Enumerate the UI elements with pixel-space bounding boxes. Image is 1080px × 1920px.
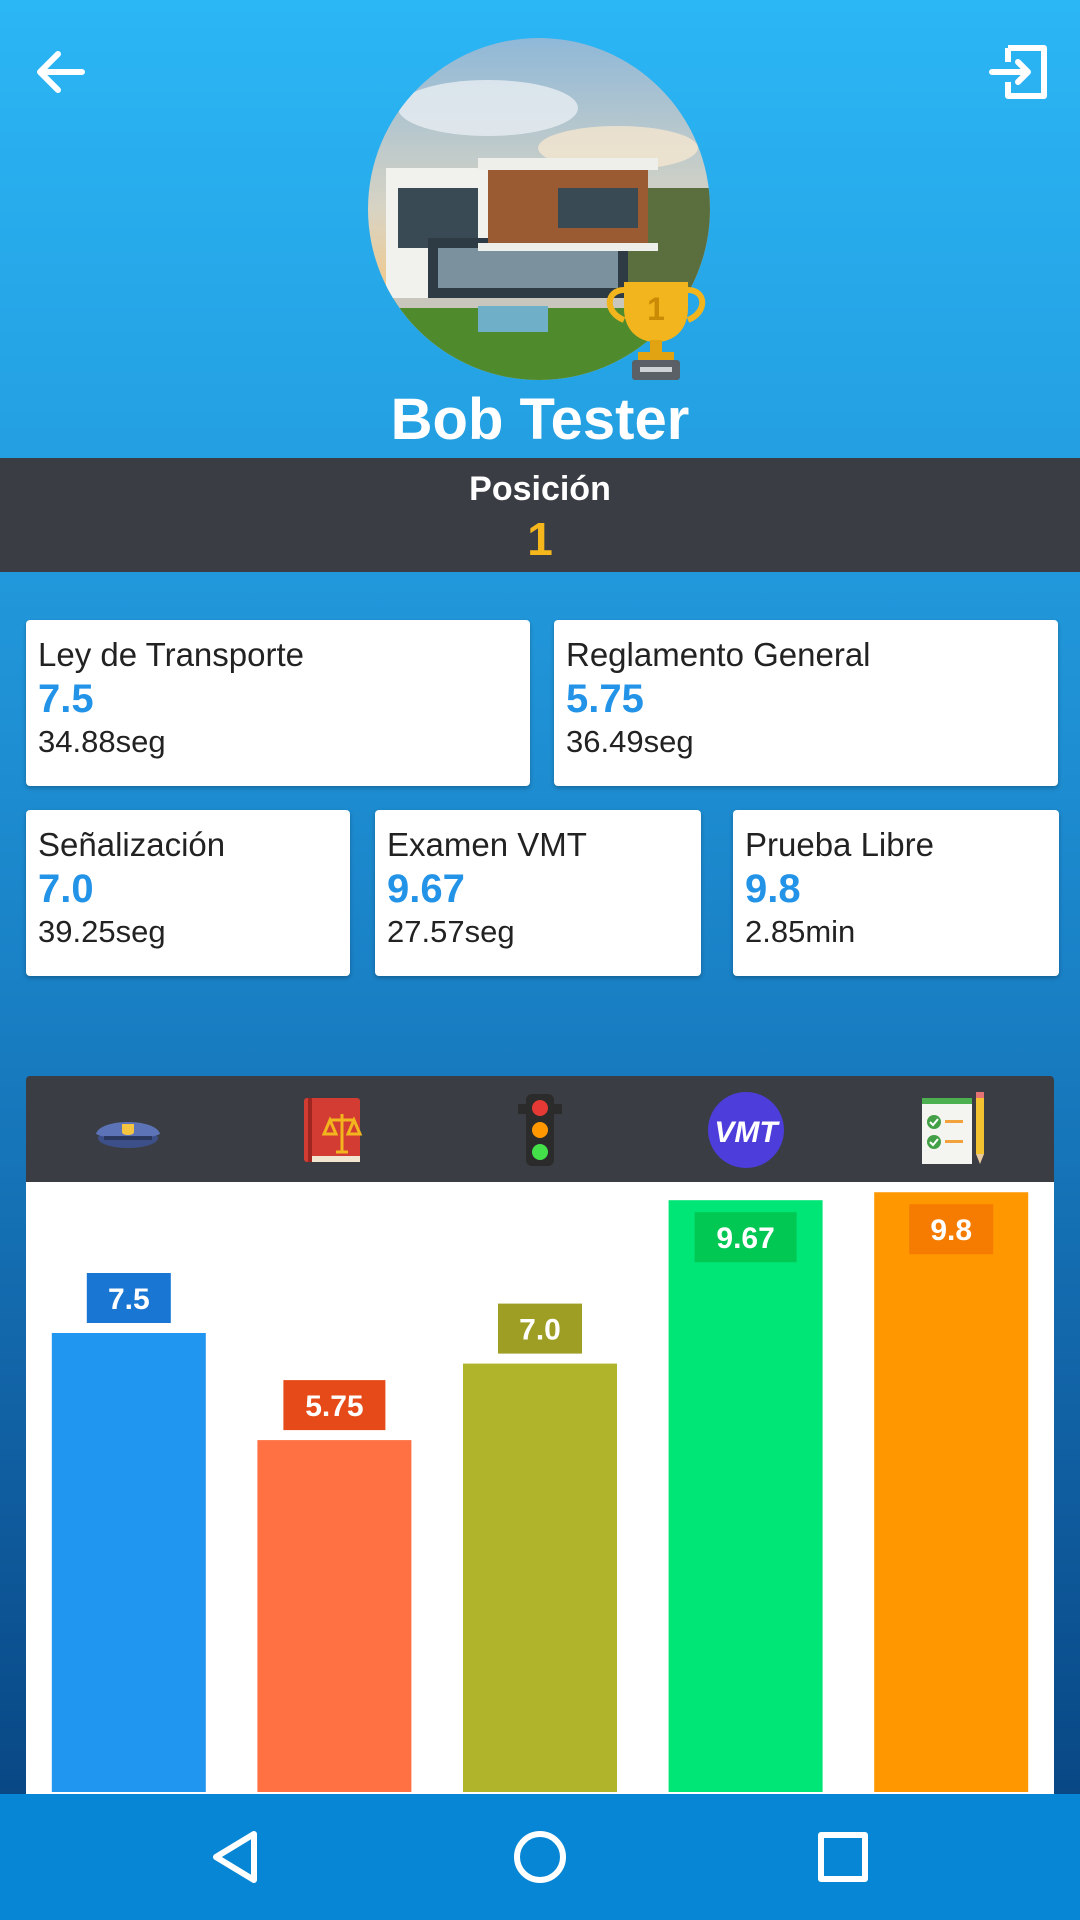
vmt-logo-icon: VMT <box>706 1090 786 1170</box>
bar-value-badge <box>283 1380 386 1431</box>
bar-value-badge <box>909 1204 994 1255</box>
exit-icon <box>989 45 1047 99</box>
bar-law-book-icon <box>257 1440 412 1792</box>
bar-value-badge <box>694 1212 797 1263</box>
nav-recents-button[interactable] <box>806 1820 880 1894</box>
vmt-logo-text: VMT <box>714 1116 780 1149</box>
bar-value-label: 7.5 <box>108 1283 150 1316</box>
score-card-prueba-libre[interactable]: Prueba Libre 9.8 2.85min <box>733 810 1059 976</box>
card-title: Prueba Libre <box>745 826 934 863</box>
card-title: Examen VMT <box>387 826 587 863</box>
logout-button[interactable] <box>986 40 1054 104</box>
score-card-reglamento-general[interactable]: Reglamento General 5.75 36.49seg <box>554 620 1058 786</box>
bar-value-label: 7.0 <box>519 1314 561 1347</box>
position-label: Posición <box>469 470 611 508</box>
card-time: 2.85min <box>745 914 856 949</box>
score-card-examen-vmt[interactable]: Examen VMT 9.67 27.57seg <box>375 810 701 976</box>
bar-value-label: 9.8 <box>930 1214 972 1247</box>
trophy-rank-label: 1 <box>647 291 665 327</box>
card-title: Reglamento General <box>566 636 871 673</box>
arrow-left-icon <box>37 51 85 93</box>
bar-checklist-icon <box>874 1192 1029 1792</box>
position-value: 1 <box>527 513 553 565</box>
score-chart: VMT 7.5 5.75 7.0 9.67 9.8 <box>26 1076 1054 1794</box>
bar-value-badge <box>498 1303 582 1354</box>
trophy-icon: 1 <box>598 268 714 384</box>
card-time: 34.88seg <box>38 724 166 759</box>
triangle-back-icon <box>213 1831 257 1883</box>
nav-back-button[interactable] <box>200 1820 274 1894</box>
chart-category-header: VMT <box>26 1076 1054 1182</box>
card-title: Ley de Transporte <box>38 636 304 673</box>
user-name: Bob Tester <box>390 387 690 452</box>
score-card-ley-transporte[interactable]: Ley de Transporte 7.5 34.88seg <box>26 620 530 786</box>
bar-value-badge <box>86 1273 171 1323</box>
bar-chart: 7.5 5.75 7.0 9.67 9.8 <box>51 1192 1029 1792</box>
police-cap-icon <box>88 1090 168 1170</box>
card-score: 7.0 <box>38 867 94 911</box>
square-recents-icon <box>818 1832 868 1882</box>
bar-vmt-logo-icon <box>668 1200 823 1792</box>
card-score: 9.8 <box>745 867 801 911</box>
card-score: 7.5 <box>38 677 94 721</box>
bar-value-label: 5.75 <box>305 1390 363 1423</box>
circle-home-icon <box>514 1831 566 1883</box>
card-title: Señalización <box>38 826 226 863</box>
back-button[interactable] <box>28 40 92 104</box>
traffic-light-icon <box>500 1090 580 1170</box>
checklist-icon <box>912 1090 992 1170</box>
profile-header: 1 Bob Tester <box>0 0 1080 460</box>
bar-traffic-light-icon <box>463 1363 617 1792</box>
position-banner: Posición 1 <box>0 458 1080 572</box>
card-time: 27.57seg <box>387 914 515 949</box>
card-time: 36.49seg <box>566 724 694 759</box>
card-score: 9.67 <box>387 867 465 911</box>
bar-value-label: 9.67 <box>716 1222 774 1255</box>
card-time: 39.25seg <box>38 914 166 949</box>
nav-home-button[interactable] <box>503 1820 577 1894</box>
system-navigation-bar <box>0 1794 1080 1920</box>
chart-plot-area: 7.5 5.75 7.0 9.67 9.8 <box>26 1182 1054 1794</box>
card-score: 5.75 <box>566 677 644 721</box>
bar-police-cap-icon <box>51 1333 206 1792</box>
law-book-icon <box>294 1090 374 1170</box>
score-card-senalizacion[interactable]: Señalización 7.0 39.25seg <box>26 810 350 976</box>
